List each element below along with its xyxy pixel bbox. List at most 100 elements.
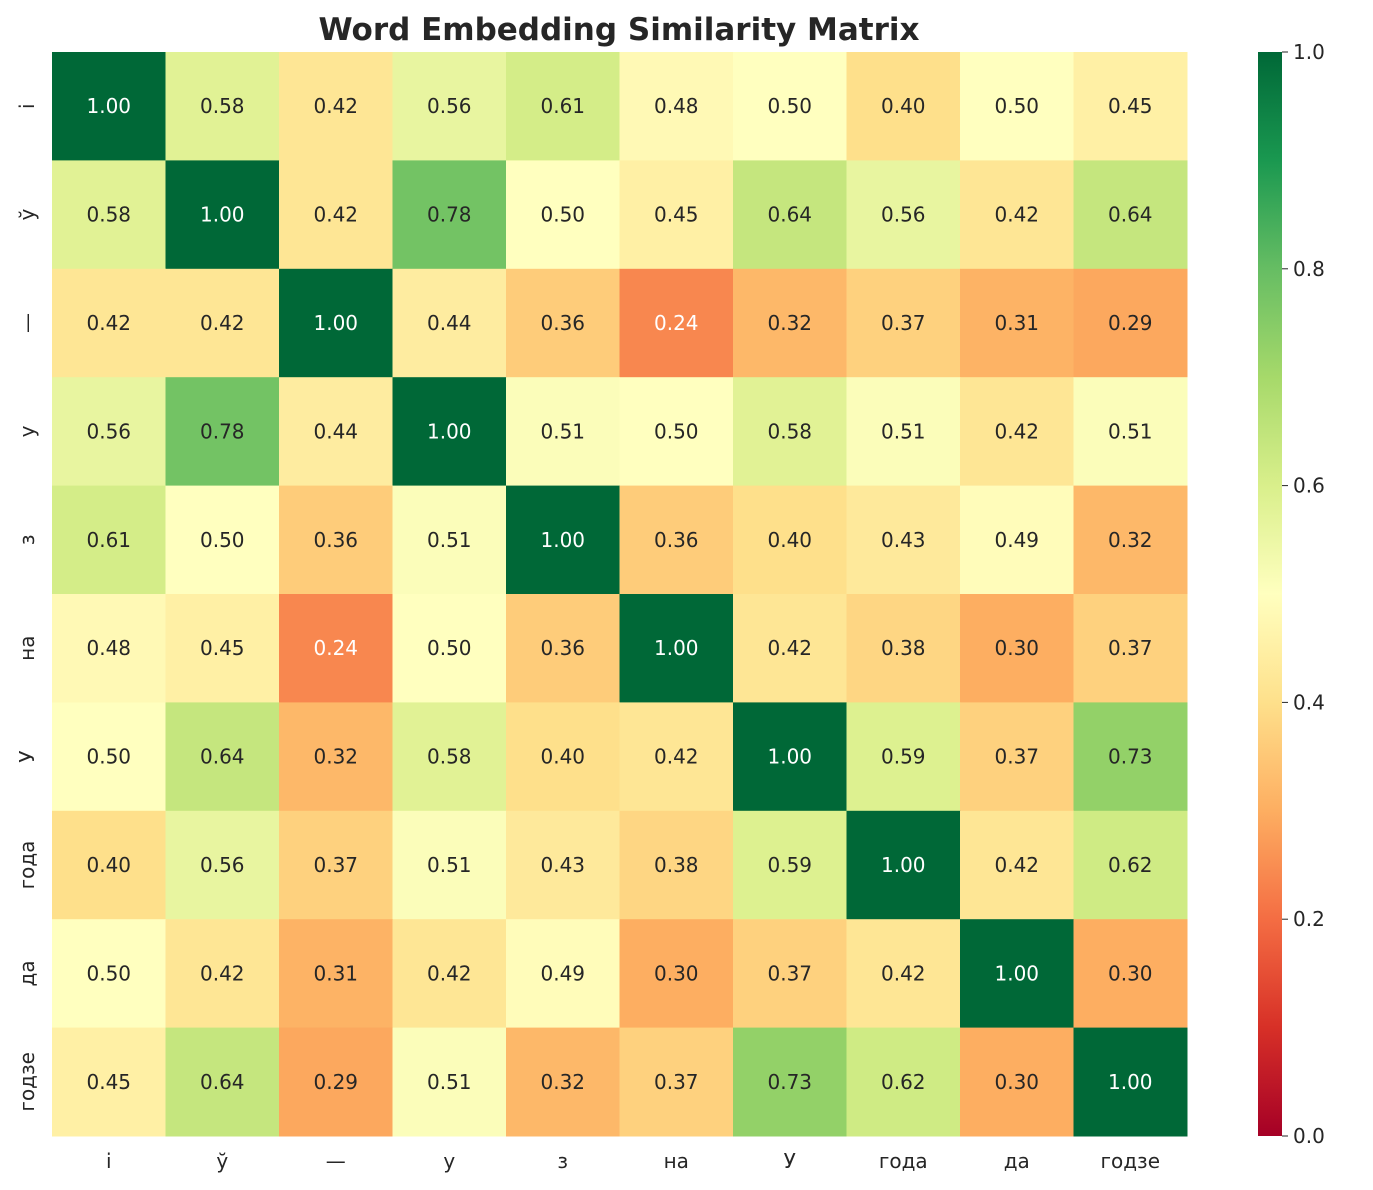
heatmap-cell bbox=[960, 268, 1074, 378]
cell-value-label: 0.24 bbox=[654, 311, 699, 335]
heatmap-cell bbox=[52, 268, 166, 378]
heatmap-cell bbox=[392, 810, 507, 920]
heatmap-cell bbox=[52, 1027, 166, 1137]
heatmap-cell bbox=[619, 594, 734, 703]
cell-value-label: 0.64 bbox=[200, 745, 245, 769]
cell-value-label: 1.00 bbox=[86, 94, 131, 118]
heatmap-cell bbox=[392, 52, 507, 161]
heatmap-cell bbox=[846, 1027, 961, 1137]
heatmap-cell bbox=[52, 919, 166, 1029]
cell-value-label: 0.37 bbox=[767, 961, 812, 985]
cell-value-label: 0.37 bbox=[994, 745, 1039, 769]
heatmap-cell bbox=[846, 919, 961, 1029]
cell-value-label: 0.30 bbox=[654, 961, 699, 985]
cell-value-label: 0.58 bbox=[427, 745, 472, 769]
heatmap-cell bbox=[506, 1027, 620, 1137]
heatmap-cell bbox=[846, 594, 961, 703]
cell-value-label: 0.42 bbox=[767, 636, 812, 660]
cell-value-label: 0.42 bbox=[881, 961, 926, 985]
heatmap-cell bbox=[846, 377, 961, 487]
heatmap-cell bbox=[733, 1027, 847, 1137]
cell-value-label: 0.42 bbox=[313, 94, 358, 118]
heatmap-cell bbox=[1073, 377, 1188, 487]
cell-value-label: 0.42 bbox=[200, 961, 245, 985]
heatmap-cell bbox=[506, 160, 620, 270]
heatmap-cell bbox=[960, 485, 1074, 595]
x-tick-label: ў bbox=[216, 1149, 228, 1173]
heatmap-cell bbox=[1073, 594, 1188, 703]
cell-value-label: 0.30 bbox=[1108, 961, 1153, 985]
cell-value-label: 0.64 bbox=[1108, 203, 1153, 227]
heatmap-cell bbox=[506, 810, 620, 920]
heatmap-cell bbox=[52, 810, 166, 920]
heatmap-cell bbox=[52, 485, 166, 595]
cell-value-label: 0.51 bbox=[1108, 419, 1153, 443]
cell-value-label: 0.56 bbox=[881, 203, 926, 227]
cell-value-label: 0.51 bbox=[881, 419, 926, 443]
heatmap-cell bbox=[619, 1027, 734, 1137]
heatmap-cell bbox=[392, 160, 507, 270]
cell-value-label: 0.50 bbox=[767, 94, 812, 118]
heatmap-cell bbox=[506, 485, 620, 595]
cell-value-label: 0.49 bbox=[994, 528, 1039, 552]
x-tick-label: у bbox=[443, 1149, 455, 1173]
heatmap-cell bbox=[279, 160, 393, 270]
cell-value-label: 0.43 bbox=[881, 528, 926, 552]
heatmap-cell bbox=[1073, 485, 1188, 595]
cell-value-label: 0.50 bbox=[540, 203, 585, 227]
cell-value-label: 0.56 bbox=[200, 853, 245, 877]
cell-value-label: 0.45 bbox=[200, 636, 245, 660]
y-tick-label: з bbox=[15, 534, 39, 545]
cell-value-label: 0.42 bbox=[994, 203, 1039, 227]
cell-value-label: 0.48 bbox=[654, 94, 699, 118]
heatmap-cell bbox=[1073, 702, 1188, 812]
cell-value-label: 0.51 bbox=[427, 1070, 472, 1094]
heatmap-cell bbox=[619, 160, 734, 270]
heatmap-cell bbox=[506, 594, 620, 703]
cell-value-label: 0.40 bbox=[86, 853, 131, 877]
heatmap-cell bbox=[279, 485, 393, 595]
cell-value-label: 0.64 bbox=[200, 1070, 245, 1094]
cell-value-label: 1.00 bbox=[313, 311, 358, 335]
cell-value-label: 0.32 bbox=[313, 745, 358, 769]
heatmap-cell bbox=[960, 1027, 1074, 1137]
cell-value-label: 0.61 bbox=[540, 94, 585, 118]
heatmap-cell bbox=[392, 485, 507, 595]
cell-value-label: 0.31 bbox=[994, 311, 1039, 335]
cell-value-label: 0.51 bbox=[427, 528, 472, 552]
heatmap-cell bbox=[279, 702, 393, 812]
heatmap-cell bbox=[279, 52, 393, 161]
cell-value-label: 0.45 bbox=[86, 1070, 131, 1094]
heatmap-cell bbox=[52, 52, 166, 161]
heatmap-cell bbox=[846, 268, 961, 378]
heatmap-cell bbox=[392, 919, 507, 1029]
heatmap-cell bbox=[392, 377, 507, 487]
heatmap-cell bbox=[960, 919, 1074, 1029]
cell-value-label: 0.30 bbox=[994, 636, 1039, 660]
cell-value-label: 0.50 bbox=[994, 94, 1039, 118]
cell-value-label: 0.59 bbox=[881, 745, 926, 769]
heatmap-cell bbox=[392, 594, 507, 703]
heatmap-cell bbox=[960, 160, 1074, 270]
cell-value-label: 0.78 bbox=[200, 419, 245, 443]
cell-value-label: 0.42 bbox=[994, 853, 1039, 877]
cell-value-label: 0.45 bbox=[654, 203, 699, 227]
cell-value-label: 0.29 bbox=[313, 1070, 358, 1094]
heatmap-cell bbox=[279, 919, 393, 1029]
y-tick-label: года bbox=[15, 841, 39, 890]
heatmap-cell bbox=[960, 52, 1074, 161]
cell-value-label: 0.45 bbox=[1108, 94, 1153, 118]
x-tick-label: на bbox=[664, 1149, 689, 1173]
heatmap-cell bbox=[506, 52, 620, 161]
heatmap-cell bbox=[1073, 268, 1188, 378]
y-tick-label: і bbox=[15, 103, 39, 109]
cell-value-label: 0.29 bbox=[1108, 311, 1153, 335]
cell-value-label: 0.61 bbox=[86, 528, 131, 552]
heatmap-cell bbox=[165, 485, 280, 595]
cell-value-label: 0.40 bbox=[540, 745, 585, 769]
heatmap-cell bbox=[165, 594, 280, 703]
cell-value-label: 0.51 bbox=[427, 853, 472, 877]
heatmap-cell bbox=[392, 1027, 507, 1137]
cell-value-label: 0.58 bbox=[767, 419, 812, 443]
cell-value-label: 0.38 bbox=[654, 853, 699, 877]
